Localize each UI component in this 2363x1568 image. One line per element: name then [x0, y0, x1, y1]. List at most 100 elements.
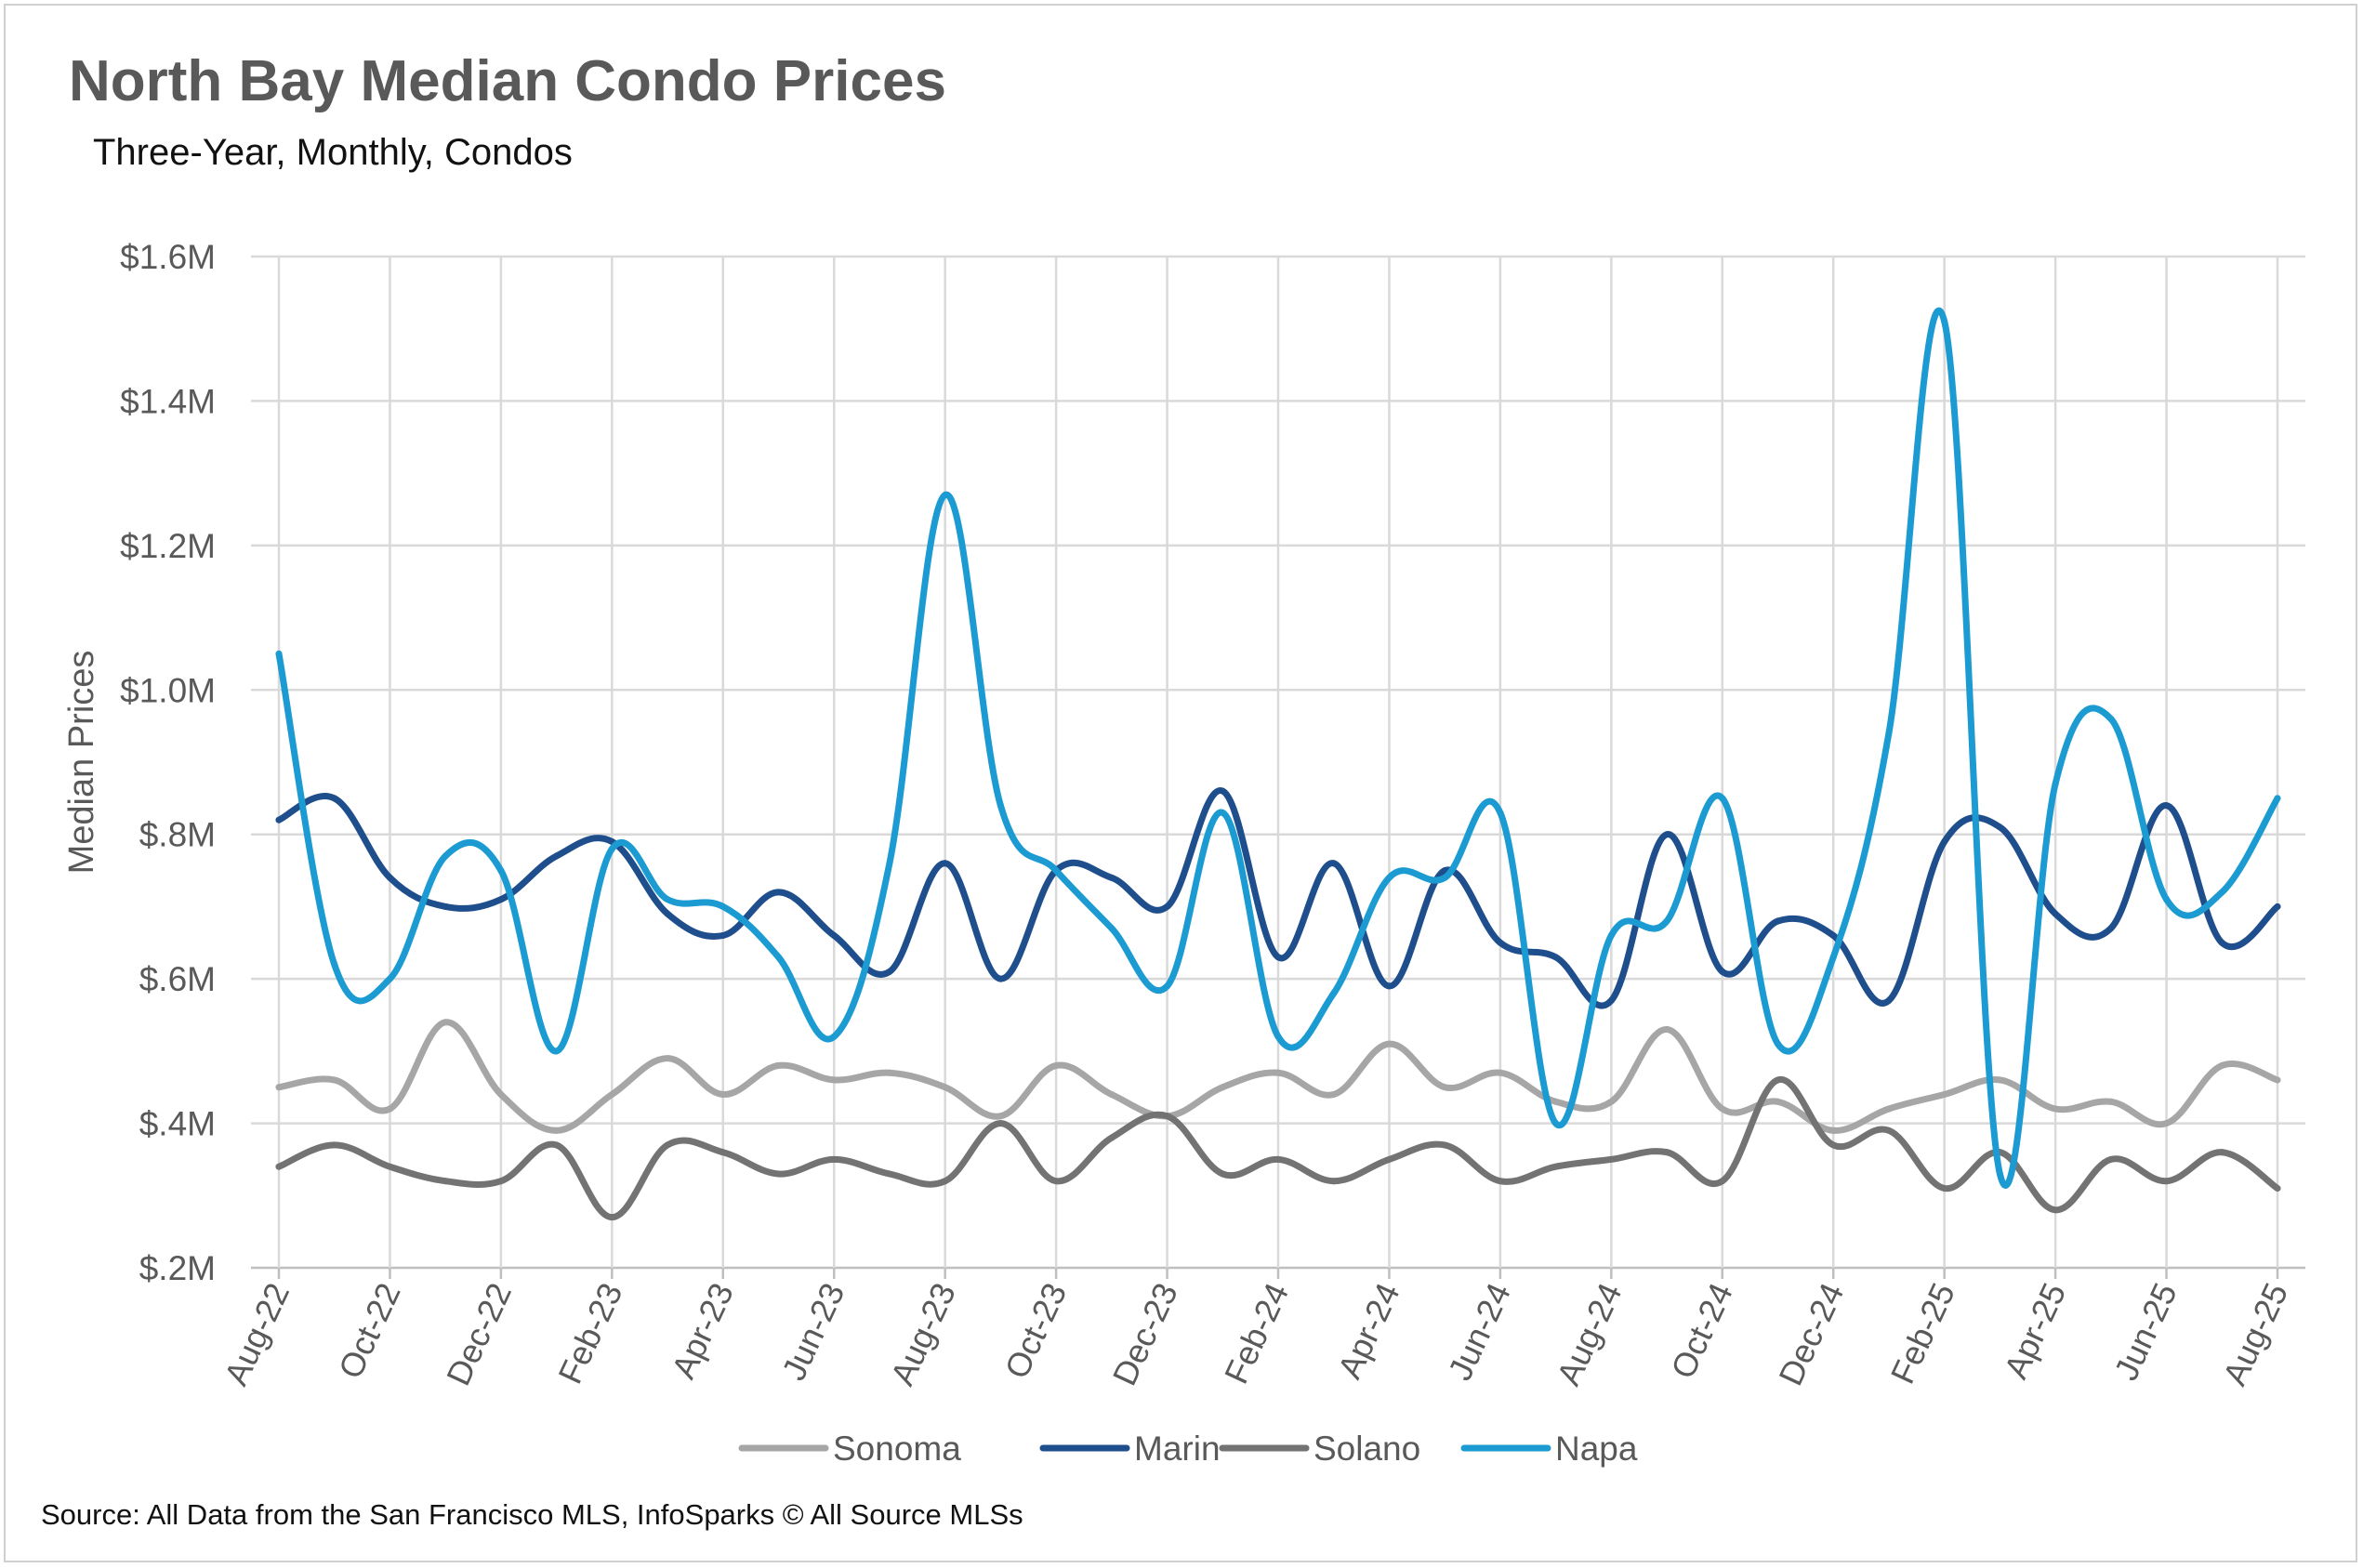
data-point-solano: [553, 1141, 561, 1149]
data-point-solano: [1330, 1178, 1338, 1185]
data-point-marin: [1941, 837, 1948, 845]
data-point-sonoma: [608, 1090, 615, 1098]
data-point-napa: [886, 860, 893, 867]
x-tick-label: Feb-23: [550, 1277, 629, 1390]
data-point-napa: [1441, 874, 1448, 881]
data-point-solano: [2163, 1178, 2171, 1185]
data-point-solano: [1052, 1178, 1060, 1185]
data-point-marin: [886, 968, 893, 975]
data-point-sonoma: [2052, 1105, 2059, 1113]
data-point-napa: [1385, 874, 1393, 881]
data-point-solano: [997, 1120, 1004, 1127]
data-point-sonoma: [1885, 1105, 1893, 1113]
data-point-sonoma: [442, 1019, 449, 1026]
chart-subtitle: Three-Year, Monthly, Condos: [93, 132, 573, 173]
data-point-solano: [2274, 1185, 2281, 1192]
data-point-marin: [2218, 939, 2225, 946]
y-tick-label: $.2M: [139, 1249, 216, 1287]
data-point-sonoma: [1663, 1026, 1670, 1034]
data-point-sonoma: [775, 1061, 782, 1069]
data-point-sonoma: [275, 1084, 283, 1091]
data-point-sonoma: [1052, 1061, 1060, 1069]
data-point-napa: [608, 845, 615, 852]
data-point-solano: [664, 1141, 671, 1149]
data-point-marin: [719, 932, 727, 940]
data-point-napa: [1164, 982, 1171, 990]
data-point-sonoma: [1996, 1076, 2003, 1084]
data-point-sonoma: [886, 1069, 893, 1076]
x-tick-label: Aug-23: [883, 1277, 963, 1391]
y-axis-title: Median Prices: [62, 651, 101, 875]
x-tick-label: Oct-22: [331, 1277, 408, 1384]
series-line-napa: [275, 307, 2281, 1189]
legend-label-napa: Napa: [1555, 1430, 1638, 1468]
data-point-solano: [1108, 1134, 1115, 1141]
data-point-marin: [1719, 968, 1726, 975]
data-point-solano: [942, 1178, 949, 1185]
legend-label-sonoma: Sonoma: [833, 1430, 961, 1468]
data-point-napa: [386, 975, 393, 982]
data-point-marin: [1219, 787, 1226, 795]
data-point-napa: [719, 903, 727, 910]
data-point-solano: [1385, 1155, 1393, 1163]
data-point-marin: [2274, 903, 2281, 910]
data-point-marin: [2052, 910, 2059, 917]
x-tick-label: Jun-25: [2106, 1277, 2185, 1386]
data-point-napa: [1996, 1170, 2003, 1178]
data-point-napa: [553, 1048, 561, 1055]
data-point-napa: [942, 491, 949, 498]
x-tick-label: Dec-24: [1771, 1277, 1851, 1391]
data-point-sonoma: [830, 1076, 838, 1084]
y-tick-label: $1.6M: [120, 238, 216, 276]
data-point-solano: [1829, 1141, 1837, 1149]
data-point-marin: [1829, 932, 1837, 940]
data-point-solano: [2218, 1149, 2225, 1156]
data-point-solano: [1441, 1141, 1448, 1149]
chart-title: North Bay Median Condo Prices: [69, 49, 946, 113]
data-point-sonoma: [1775, 1098, 1781, 1105]
data-point-solano: [1219, 1170, 1226, 1178]
data-point-marin: [553, 852, 561, 860]
data-point-marin: [1330, 860, 1338, 867]
data-point-napa: [1719, 795, 1726, 802]
data-point-solano: [1164, 1113, 1171, 1120]
data-point-marin: [1775, 917, 1781, 925]
data-point-marin: [1274, 954, 1282, 961]
data-point-solano: [1663, 1149, 1670, 1156]
data-point-napa: [1552, 1120, 1560, 1127]
data-point-napa: [2274, 795, 2281, 802]
data-point-marin: [275, 816, 283, 824]
data-point-napa: [1330, 990, 1338, 997]
data-point-napa: [775, 954, 782, 961]
x-tick-label: Aug-24: [1549, 1277, 1629, 1391]
data-point-napa: [1274, 1033, 1282, 1040]
data-point-solano: [1607, 1155, 1615, 1163]
data-point-solano: [719, 1149, 727, 1156]
data-point-sonoma: [1829, 1127, 1837, 1134]
x-tick-label: Oct-23: [997, 1277, 1075, 1384]
data-point-napa: [1885, 730, 1893, 737]
data-point-solano: [830, 1155, 838, 1163]
legend-label-solano: Solano: [1314, 1430, 1420, 1468]
data-point-napa: [442, 852, 449, 860]
data-point-solano: [1885, 1127, 1893, 1134]
data-point-napa: [2218, 889, 2225, 896]
data-point-marin: [942, 860, 949, 867]
data-point-marin: [830, 932, 838, 940]
data-point-solano: [1719, 1178, 1726, 1185]
data-point-napa: [1775, 1040, 1781, 1048]
data-point-marin: [386, 874, 393, 881]
x-tick-label: Aug-25: [2215, 1277, 2295, 1391]
data-point-solano: [886, 1170, 893, 1178]
data-point-marin: [1607, 996, 1615, 1004]
data-point-solano: [608, 1214, 615, 1221]
data-point-solano: [1274, 1155, 1282, 1163]
y-tick-label: $1.2M: [120, 527, 216, 565]
data-point-solano: [275, 1163, 283, 1170]
data-point-napa: [1108, 925, 1115, 932]
data-point-solano: [331, 1141, 338, 1149]
data-point-sonoma: [1274, 1069, 1282, 1076]
data-point-napa: [830, 1033, 838, 1040]
data-point-solano: [386, 1163, 393, 1170]
